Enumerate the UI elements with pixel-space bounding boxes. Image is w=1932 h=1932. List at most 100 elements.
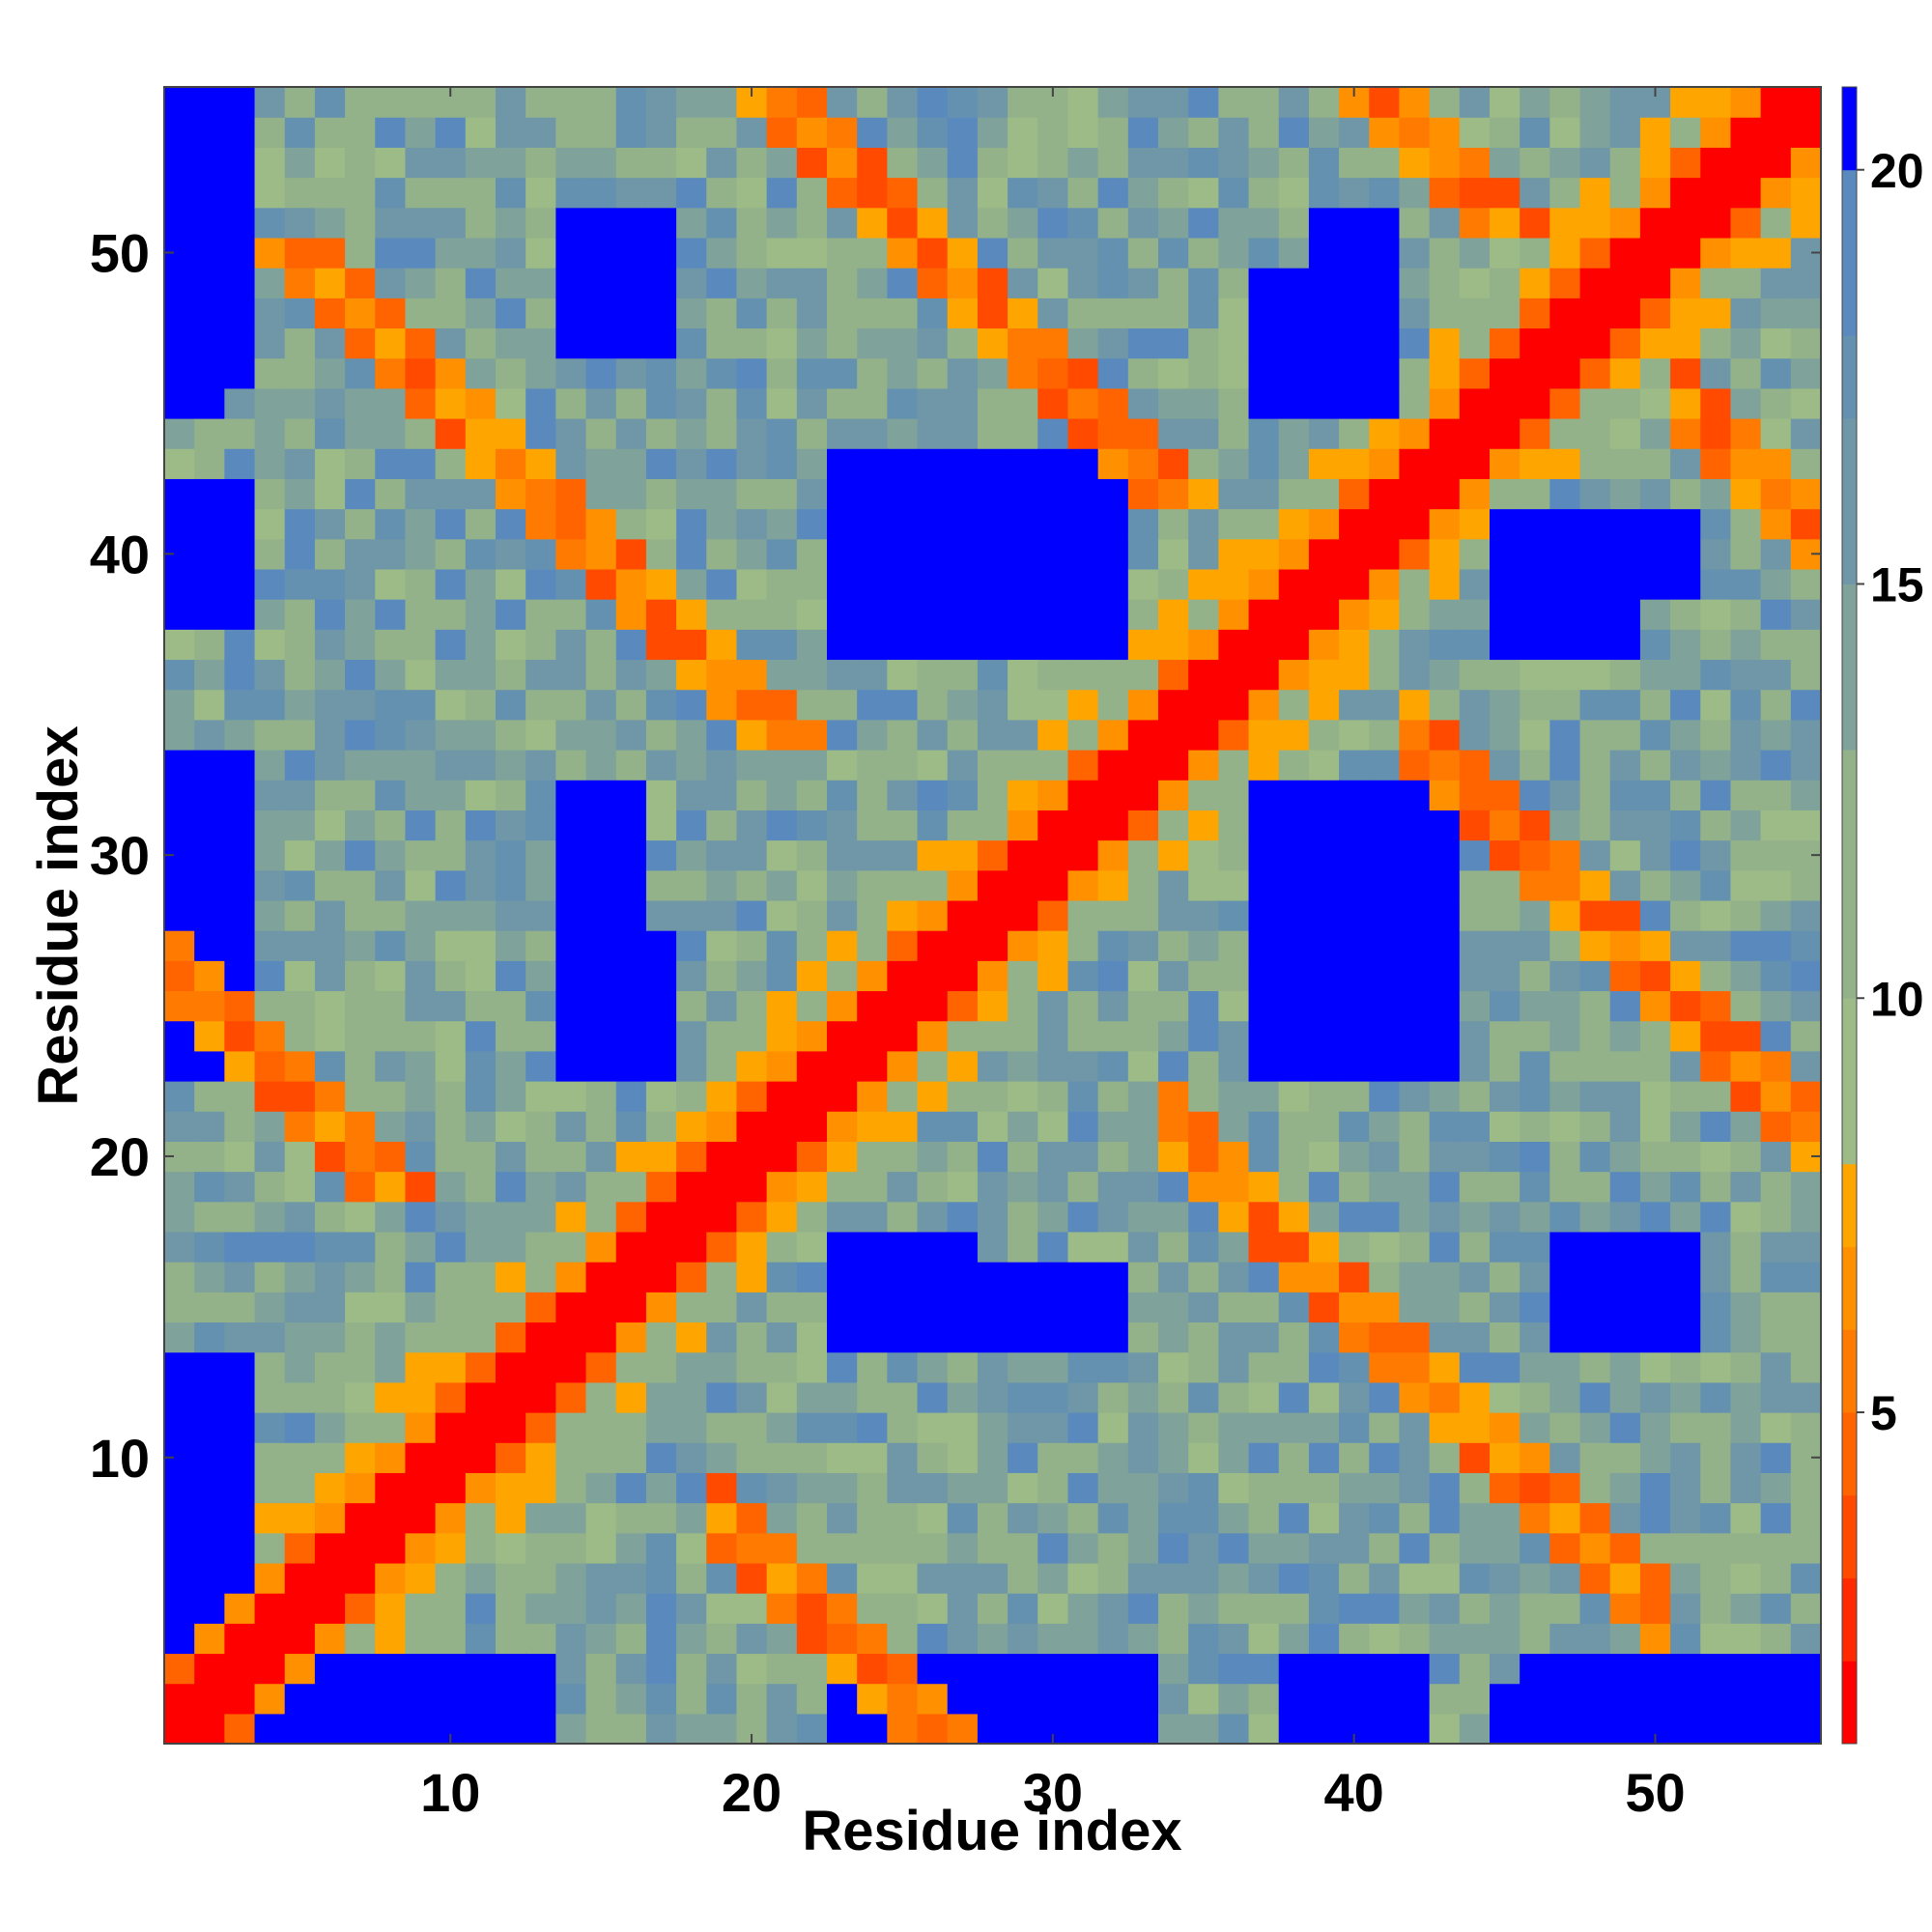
heatmap-cell xyxy=(766,1081,798,1112)
heatmap-cell xyxy=(194,1231,225,1263)
heatmap-cell xyxy=(1067,1412,1099,1443)
heatmap-cell xyxy=(1520,1111,1550,1142)
heatmap-cell xyxy=(1459,147,1491,179)
heatmap-cell xyxy=(1730,268,1762,298)
heatmap-cell xyxy=(796,568,828,600)
heatmap-cell xyxy=(977,207,1009,239)
heatmap-cell xyxy=(1158,1472,1189,1504)
heatmap-cell xyxy=(1399,1262,1431,1293)
heatmap-cell xyxy=(1369,1111,1401,1142)
heatmap-cell xyxy=(1369,418,1401,449)
heatmap-cell xyxy=(345,1231,376,1263)
heatmap-cell xyxy=(977,478,1009,510)
heatmap-cell xyxy=(1760,599,1792,630)
heatmap-cell xyxy=(1579,508,1611,540)
heatmap-cell xyxy=(405,1292,437,1323)
heatmap-cell xyxy=(1549,327,1581,359)
heatmap-cell xyxy=(345,1351,376,1383)
heatmap-cell xyxy=(526,508,556,540)
heatmap-cell xyxy=(526,1081,556,1112)
heatmap-cell xyxy=(796,869,828,901)
heatmap-cell xyxy=(1369,268,1401,298)
heatmap-cell xyxy=(1369,1683,1401,1715)
heatmap-cell xyxy=(1278,1562,1310,1594)
heatmap-cell xyxy=(465,177,497,209)
heatmap-cell xyxy=(1730,1081,1762,1112)
heatmap-cell xyxy=(1670,629,1701,661)
heatmap-cell xyxy=(555,750,587,781)
heatmap-cell xyxy=(796,207,828,239)
heatmap-cell xyxy=(164,750,195,781)
heatmap-cell xyxy=(1308,1593,1340,1624)
heatmap-cell xyxy=(1008,1050,1038,1082)
heatmap-cell xyxy=(555,1171,587,1203)
heatmap-cell xyxy=(345,568,376,600)
heatmap-cell xyxy=(1097,780,1129,810)
heatmap-cell xyxy=(1278,1623,1310,1655)
heatmap-cell xyxy=(887,237,919,269)
heatmap-cell xyxy=(585,1111,617,1142)
heatmap-cell xyxy=(736,568,768,600)
heatmap-cell xyxy=(405,810,437,841)
heatmap-cell xyxy=(526,629,556,661)
heatmap-cell xyxy=(224,87,256,118)
heatmap-cell xyxy=(345,1201,376,1233)
heatmap-cell xyxy=(224,1141,256,1173)
heatmap-cell xyxy=(284,1683,316,1715)
heatmap-cell xyxy=(314,1050,346,1082)
heatmap-cell xyxy=(1097,1262,1129,1293)
heatmap-cell xyxy=(194,387,225,419)
heatmap-cell xyxy=(615,1081,647,1112)
heatmap-cell xyxy=(585,117,617,148)
heatmap-cell xyxy=(555,298,587,329)
heatmap-cell xyxy=(375,960,407,992)
heatmap-cell xyxy=(1248,387,1280,419)
heatmap-cell xyxy=(1490,1050,1520,1082)
heatmap-cell xyxy=(284,659,316,691)
heatmap-cell xyxy=(1218,1653,1250,1685)
heatmap-cell xyxy=(766,117,798,148)
heatmap-cell xyxy=(736,1683,768,1715)
heatmap-cell xyxy=(1730,387,1762,419)
heatmap-cell xyxy=(796,1653,828,1685)
heatmap-cell xyxy=(164,1321,195,1353)
heatmap-cell xyxy=(224,538,256,570)
heatmap-cell xyxy=(1429,508,1461,540)
heatmap-cell xyxy=(615,87,647,118)
heatmap-cell xyxy=(1308,1653,1340,1685)
heatmap-cell xyxy=(917,1351,949,1383)
heatmap-cell xyxy=(314,508,346,540)
heatmap-cell xyxy=(1549,538,1581,570)
heatmap-cell xyxy=(1308,1081,1340,1112)
heatmap-cell xyxy=(645,1412,677,1443)
heatmap-cell xyxy=(1609,1442,1641,1473)
heatmap-cell xyxy=(706,1502,738,1534)
heatmap-cell xyxy=(1429,478,1461,510)
heatmap-cell xyxy=(314,1593,346,1624)
heatmap-cell xyxy=(435,418,467,449)
heatmap-cell xyxy=(1549,1412,1581,1443)
heatmap-cell xyxy=(977,1683,1009,1715)
heatmap-cell xyxy=(526,1171,556,1203)
heatmap-cell xyxy=(1700,810,1732,841)
heatmap-cell xyxy=(1278,1231,1310,1263)
heatmap-cell xyxy=(224,568,256,600)
heatmap-cell xyxy=(887,1050,919,1082)
heatmap-cell xyxy=(164,810,195,841)
heatmap-cell xyxy=(977,750,1009,781)
heatmap-cell xyxy=(1429,1623,1461,1655)
heatmap-cell xyxy=(857,538,888,570)
heatmap-cell xyxy=(1188,1472,1219,1504)
heatmap-cell xyxy=(736,1653,768,1685)
heatmap-cell xyxy=(1399,659,1431,691)
heatmap-cell xyxy=(194,1623,225,1655)
heatmap-cell xyxy=(1339,1050,1370,1082)
heatmap-cell xyxy=(1459,237,1491,269)
heatmap-cell xyxy=(977,568,1009,600)
heatmap-cell xyxy=(1639,1351,1671,1383)
heatmap-cell xyxy=(827,1412,858,1443)
heatmap-cell xyxy=(1399,147,1431,179)
heatmap-cell xyxy=(1670,750,1701,781)
heatmap-cell xyxy=(917,1171,949,1203)
